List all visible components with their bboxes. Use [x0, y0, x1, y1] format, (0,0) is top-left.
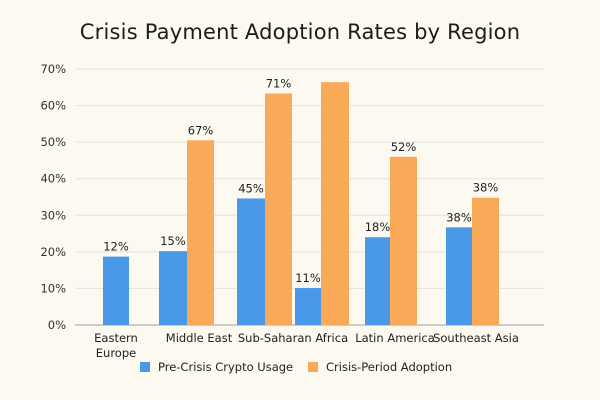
data-label: 71%	[266, 77, 292, 91]
bar-crisis-period	[390, 156, 417, 325]
bar-pre-crisis	[237, 198, 265, 325]
bar-crisis-period	[321, 82, 349, 325]
y-tick-label: 10%	[40, 281, 66, 295]
category-label: Sub-Saharan Africa	[238, 331, 348, 345]
data-label: 18%	[365, 220, 391, 234]
category-label: Europe	[96, 346, 136, 360]
legend-swatch	[308, 362, 318, 372]
category-label: Southeast Asia	[433, 331, 519, 345]
data-label: 38%	[473, 181, 499, 195]
data-label: 12%	[103, 240, 129, 254]
bar-pre-crisis	[103, 256, 129, 325]
legend-label: Pre-Crisis Crypto Usage	[158, 360, 293, 374]
bar-crisis-period	[472, 197, 499, 325]
y-tick-label: 50%	[40, 135, 66, 149]
y-tick-label: 30%	[40, 208, 66, 222]
category-label: Latin America	[355, 331, 435, 345]
legend-label: Crisis-Period Adoption	[326, 360, 452, 374]
category-label: Middle East	[166, 331, 233, 345]
data-label: 11%	[295, 271, 321, 285]
legend-swatch	[140, 362, 150, 372]
bar-crisis-period	[265, 93, 292, 325]
bar-pre-crisis	[295, 288, 321, 325]
data-label: 67%	[188, 123, 214, 137]
data-label: 45%	[238, 181, 264, 195]
y-tick-label: 60%	[40, 99, 66, 113]
category-label: Eastern	[94, 331, 138, 345]
bar-pre-crisis	[446, 227, 472, 325]
data-label: 38%	[446, 210, 472, 224]
bar-crisis-period	[187, 140, 214, 325]
chart-title: Crisis Payment Adoption Rates by Region	[79, 20, 521, 44]
y-tick-label: 20%	[40, 245, 66, 259]
data-label: 15%	[160, 234, 186, 248]
bar-pre-crisis	[365, 237, 390, 325]
y-tick-label: 0%	[48, 318, 66, 332]
data-label: 52%	[391, 140, 417, 154]
y-tick-label: 70%	[40, 62, 66, 76]
y-tick-label: 40%	[40, 172, 66, 186]
bar-pre-crisis	[159, 251, 187, 325]
